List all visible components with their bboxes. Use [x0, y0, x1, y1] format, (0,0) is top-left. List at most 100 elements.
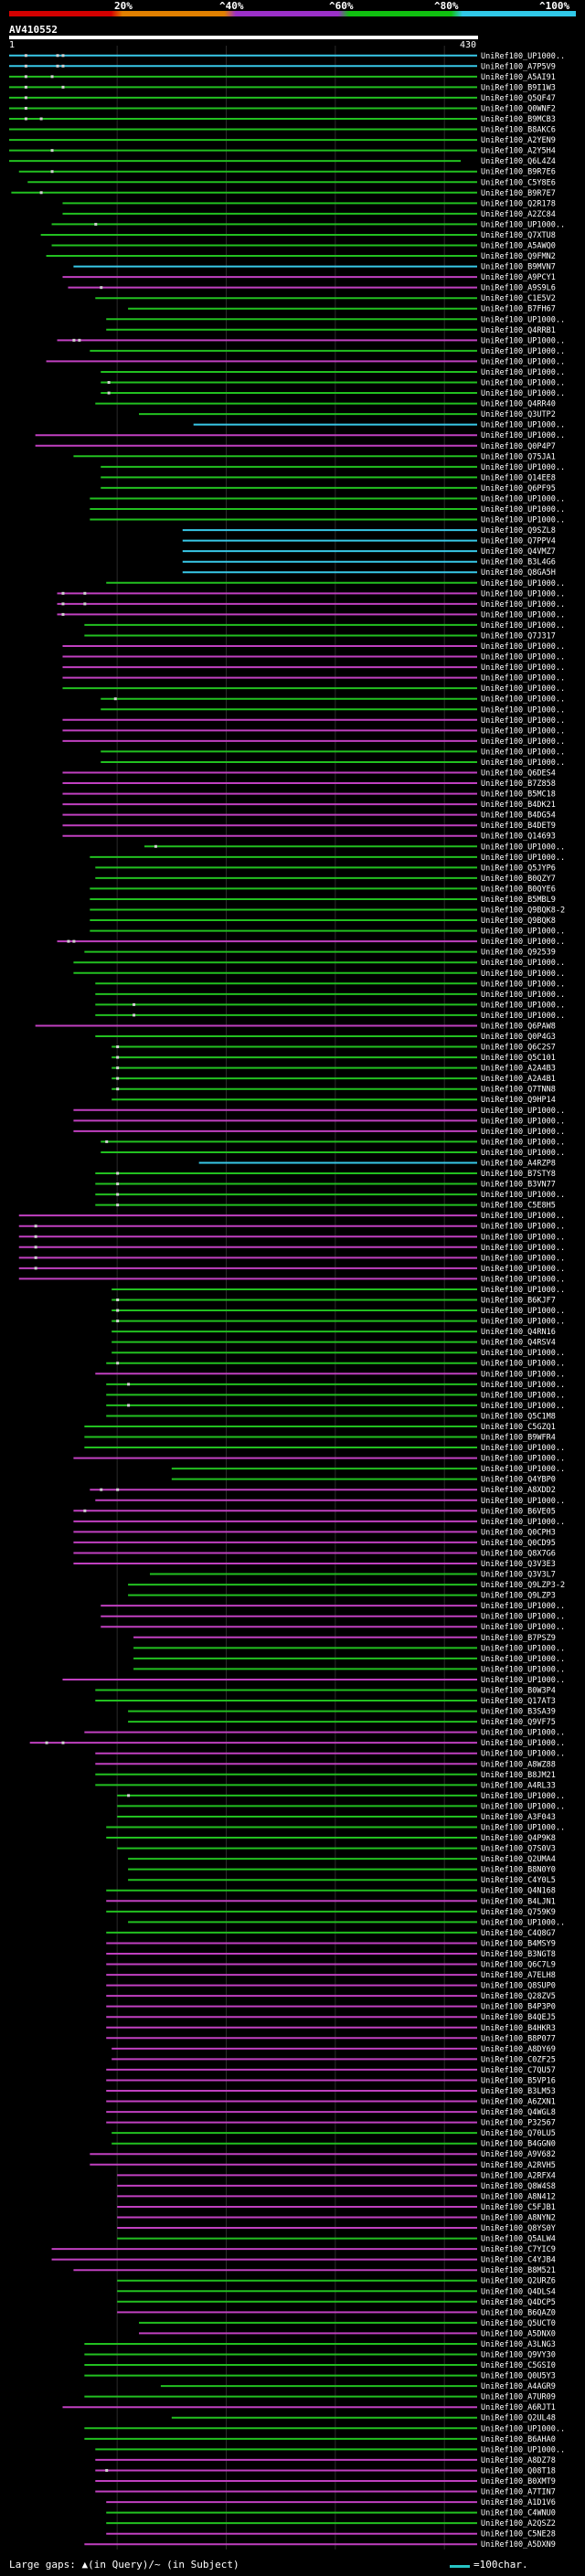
- hit-label[interactable]: UniRef100_Q7XTU8: [481, 231, 556, 240]
- hit-label[interactable]: UniRef100_Q4P9K8: [481, 1834, 556, 1843]
- hit-label[interactable]: UniRef100_UP1000..: [481, 1191, 565, 1200]
- hit-row[interactable]: UniRef100_Q7J317: [84, 631, 556, 641]
- hit-row[interactable]: UniRef100_UP1000..: [101, 695, 565, 705]
- hit-row[interactable]: UniRef100_UP1000..: [112, 1318, 565, 1327]
- hit-row[interactable]: UniRef100_Q6C7L9: [106, 1961, 556, 1970]
- hit-label[interactable]: UniRef100_UP1000..: [481, 843, 565, 852]
- hit-label[interactable]: UniRef100_UP1000..: [481, 758, 565, 768]
- hit-row[interactable]: UniRef100_Q9LZP3-2: [128, 1581, 565, 1590]
- hit-row[interactable]: UniRef100_A5AWQ0: [51, 241, 556, 250]
- hit-label[interactable]: UniRef100_UP1000..: [481, 505, 565, 514]
- hit-label[interactable]: UniRef100_UP1000..: [481, 1391, 565, 1400]
- hit-row[interactable]: UniRef100_Q6C2S7: [112, 1044, 556, 1053]
- hit-label[interactable]: UniRef100_UP1000..: [481, 695, 565, 705]
- hit-row[interactable]: UniRef100_UP1000..: [95, 1497, 565, 1506]
- hit-label[interactable]: UniRef100_B4GGN0: [481, 2140, 556, 2149]
- hit-row[interactable]: UniRef100_A5DNX0: [139, 2329, 556, 2338]
- hit-label[interactable]: UniRef100_Q17AT3: [481, 1697, 556, 1706]
- hit-label[interactable]: UniRef100_UP1000..: [481, 1802, 565, 1811]
- hit-row[interactable]: UniRef100_UP1000..: [62, 674, 565, 684]
- hit-row[interactable]: UniRef100_Q4VMZ7: [182, 547, 556, 557]
- hit-row[interactable]: UniRef100_UP1000..: [18, 1223, 565, 1232]
- hit-row[interactable]: UniRef100_Q8SUP0: [106, 1982, 556, 1991]
- hit-row[interactable]: UniRef100_Q4RR40: [95, 400, 556, 409]
- hit-row[interactable]: UniRef100_Q0U5Y3: [84, 2372, 556, 2381]
- hit-row[interactable]: UniRef100_B3NGT8: [106, 1950, 556, 1959]
- hit-row[interactable]: UniRef100_UP1000..: [57, 610, 566, 620]
- hit-label[interactable]: UniRef100_UP1000..: [481, 959, 565, 968]
- hit-label[interactable]: UniRef100_UP1000..: [481, 379, 565, 388]
- hit-row[interactable]: UniRef100_UP1000..: [117, 1802, 565, 1811]
- hit-row[interactable]: UniRef100_B3VN77: [95, 1181, 556, 1190]
- hit-row[interactable]: UniRef100_A8XDD2: [90, 1486, 556, 1495]
- hit-label[interactable]: UniRef100_A4AGR9: [481, 2382, 556, 2391]
- hit-label[interactable]: UniRef100_UP1000..: [481, 705, 565, 715]
- hit-label[interactable]: UniRef100_B7FH67: [481, 305, 556, 314]
- hit-row[interactable]: UniRef100_UP1000..: [62, 663, 565, 673]
- hit-row[interactable]: UniRef100_Q7TNN8: [112, 1086, 556, 1095]
- hit-row[interactable]: UniRef100_B4DG54: [62, 811, 556, 821]
- hit-label[interactable]: UniRef100_UP1000..: [481, 1107, 565, 1116]
- hit-row[interactable]: UniRef100_B8P077: [106, 2034, 556, 2043]
- hit-row[interactable]: UniRef100_Q8X7G6: [73, 1549, 556, 1558]
- hit-row[interactable]: UniRef100_UP1000..: [133, 1665, 565, 1674]
- hit-label[interactable]: UniRef100_B4MSY9: [481, 1939, 556, 1948]
- hit-label[interactable]: UniRef100_B3VN77: [481, 1181, 556, 1190]
- hit-row[interactable]: UniRef100_B3L4G6: [182, 558, 556, 567]
- hit-label[interactable]: UniRef100_B9WFR4: [481, 1434, 556, 1443]
- hit-label[interactable]: UniRef100_Q7TNN8: [481, 1086, 556, 1095]
- hit-row[interactable]: UniRef100_UP1000..: [51, 220, 566, 229]
- hit-label[interactable]: UniRef100_UP1000..: [481, 1602, 565, 1611]
- hit-row[interactable]: UniRef100_B6AHA0: [84, 2435, 556, 2444]
- hit-label[interactable]: UniRef100_UP1000..: [481, 747, 565, 757]
- hit-label[interactable]: UniRef100_Q6PF95: [481, 484, 556, 493]
- hit-row[interactable]: UniRef100_UP1000..: [106, 315, 565, 324]
- hit-label[interactable]: UniRef100_Q08T18: [481, 2466, 556, 2475]
- hit-row[interactable]: UniRef100_UP1000..: [133, 1655, 565, 1664]
- hit-label[interactable]: UniRef100_Q9HP14: [481, 1096, 556, 1105]
- hit-row[interactable]: UniRef100_A9V682: [90, 2150, 556, 2159]
- hit-row[interactable]: UniRef100_UP1000..: [90, 853, 565, 863]
- hit-label[interactable]: UniRef100_UP1000..: [481, 853, 565, 863]
- hit-row[interactable]: UniRef100_UP1000..: [62, 653, 565, 663]
- hit-label[interactable]: UniRef100_C5Y8E6: [481, 178, 556, 187]
- hit-row[interactable]: UniRef100_Q75JA1: [73, 452, 556, 461]
- hit-row[interactable]: UniRef100_UP1000..: [106, 579, 565, 588]
- hit-label[interactable]: UniRef100_B6VE05: [481, 1507, 556, 1516]
- hit-row[interactable]: UniRef100_Q0CPH3: [73, 1528, 556, 1537]
- hit-label[interactable]: UniRef100_UP1000..: [481, 1318, 565, 1327]
- hit-label[interactable]: UniRef100_UP1000..: [481, 347, 565, 356]
- hit-label[interactable]: UniRef100_Q6L4Z4: [481, 157, 556, 166]
- hit-row[interactable]: UniRef100_Q9VF75: [128, 1718, 556, 1727]
- hit-row[interactable]: UniRef100_B7PSZ9: [133, 1634, 556, 1643]
- hit-row[interactable]: UniRef100_UP1000..: [73, 1518, 565, 1527]
- hit-row[interactable]: UniRef100_Q3V3E3: [73, 1560, 556, 1569]
- hit-row[interactable]: UniRef100_UP1000..: [29, 1739, 565, 1748]
- hit-row[interactable]: UniRef100_Q6PAW8: [35, 1022, 556, 1031]
- hit-label[interactable]: UniRef100_UP1000..: [481, 653, 565, 663]
- hit-row[interactable]: UniRef100_Q2URZ6: [117, 2277, 556, 2286]
- hit-label[interactable]: UniRef100_B9R7E6: [481, 168, 556, 177]
- hit-row[interactable]: UniRef100_A4RL33: [95, 1781, 556, 1790]
- hit-label[interactable]: UniRef100_C5GSI0: [481, 2361, 556, 2370]
- hit-label[interactable]: UniRef100_UP1000..: [481, 2445, 565, 2454]
- hit-row[interactable]: UniRef100_B4P3P0: [106, 2003, 556, 2012]
- hit-row[interactable]: UniRef100_A2ZC84: [62, 210, 556, 219]
- hit-row[interactable]: UniRef100_Q9BQK8-2: [90, 906, 565, 916]
- hit-row[interactable]: UniRef100_B9R7E7: [11, 189, 556, 198]
- hit-row[interactable]: UniRef100_UP1000..: [84, 621, 565, 631]
- hit-label[interactable]: UniRef100_A8DZ78: [481, 2456, 556, 2465]
- hit-row[interactable]: UniRef100_B0QYE6: [90, 885, 556, 894]
- hit-label[interactable]: UniRef100_UP1000..: [481, 1918, 565, 1927]
- hit-label[interactable]: UniRef100_B6AHA0: [481, 2435, 556, 2444]
- hit-label[interactable]: UniRef100_Q5C101: [481, 1054, 556, 1063]
- hit-row[interactable]: UniRef100_Q5ALW4: [117, 2235, 556, 2244]
- hit-label[interactable]: UniRef100_B4QEJ5: [481, 2013, 556, 2022]
- hit-label[interactable]: UniRef100_UP1000..: [481, 220, 565, 229]
- hit-row[interactable]: UniRef100_UP1000..: [84, 2424, 565, 2433]
- hit-row[interactable]: UniRef100_UP1000..: [90, 516, 565, 525]
- hit-row[interactable]: UniRef100_UP1000..: [101, 747, 565, 757]
- hit-row[interactable]: UniRef100_UP1000..: [18, 1265, 565, 1274]
- hit-row[interactable]: UniRef100_C4Y0L5: [128, 1876, 556, 1885]
- hit-row[interactable]: UniRef100_A8DZ78: [95, 2456, 556, 2465]
